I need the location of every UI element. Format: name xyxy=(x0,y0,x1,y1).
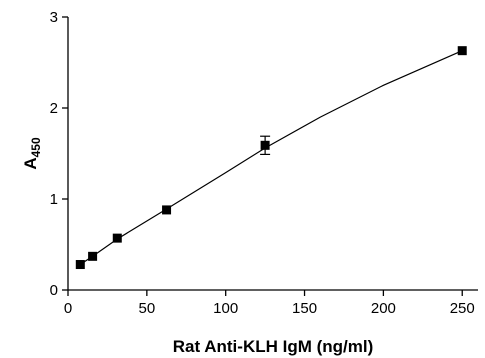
y-axis-title: A450 xyxy=(21,137,43,170)
y-axis-title-main: A xyxy=(21,157,40,169)
x-tick-label: 250 xyxy=(450,300,475,317)
x-tick-label: 200 xyxy=(371,300,396,317)
data-point xyxy=(75,260,85,270)
x-tick-label: 0 xyxy=(64,300,72,317)
x-axis-title: Rat Anti-KLH IgM (ng/ml) xyxy=(173,337,374,356)
y-tick-label: 0 xyxy=(50,282,58,299)
data-point xyxy=(457,46,467,56)
y-tick-label: 1 xyxy=(50,191,58,208)
data-point xyxy=(112,233,122,243)
x-tick-label: 100 xyxy=(213,300,238,317)
y-tick-label: 2 xyxy=(50,100,58,117)
y-tick-label: 3 xyxy=(50,9,58,26)
data-point xyxy=(260,140,270,150)
fit-curve xyxy=(79,50,463,265)
data-point xyxy=(162,205,172,215)
plot-area: 0 1 2 3 0 50 100 150 200 250 xyxy=(50,9,478,317)
y-axis-title-sub: 450 xyxy=(29,137,43,157)
data-point xyxy=(88,251,98,261)
x-tick-label: 150 xyxy=(292,300,317,317)
x-tick-label: 50 xyxy=(139,300,156,317)
